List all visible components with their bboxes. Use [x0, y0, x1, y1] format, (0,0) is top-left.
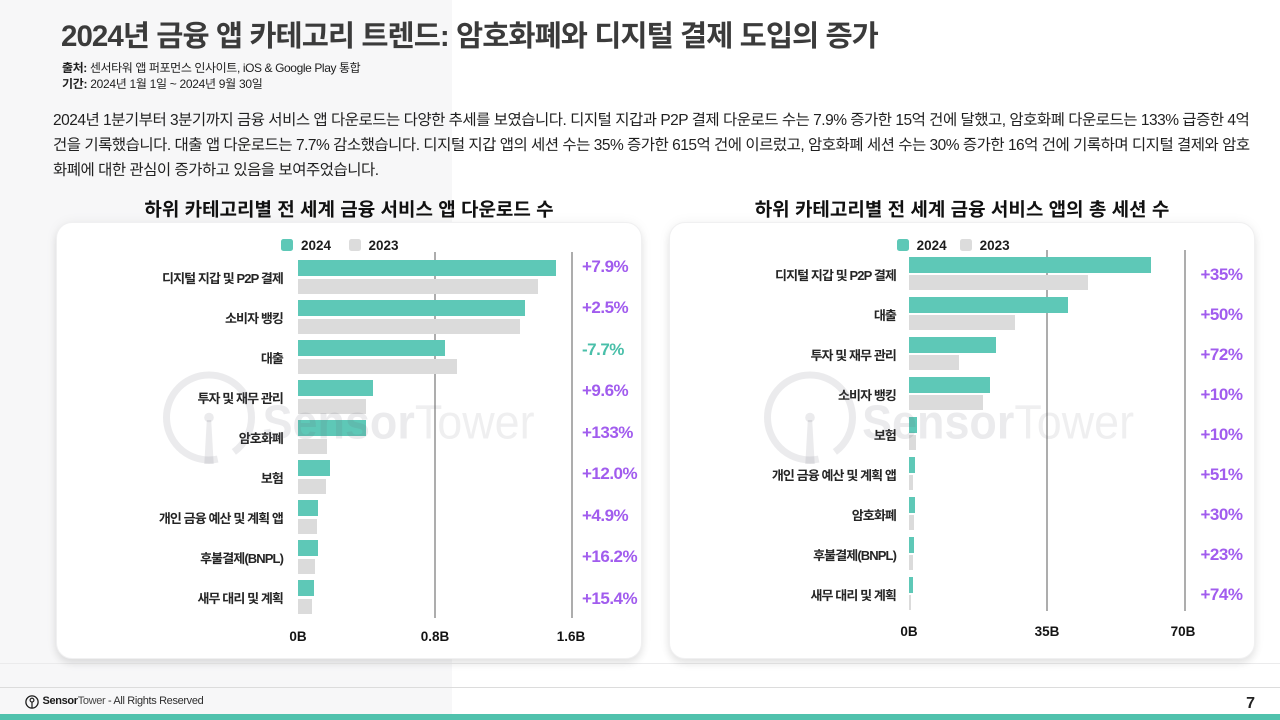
svg-text:SensorTower: SensorTower: [262, 397, 534, 450]
svg-text:SensorTower: SensorTower: [862, 397, 1134, 450]
